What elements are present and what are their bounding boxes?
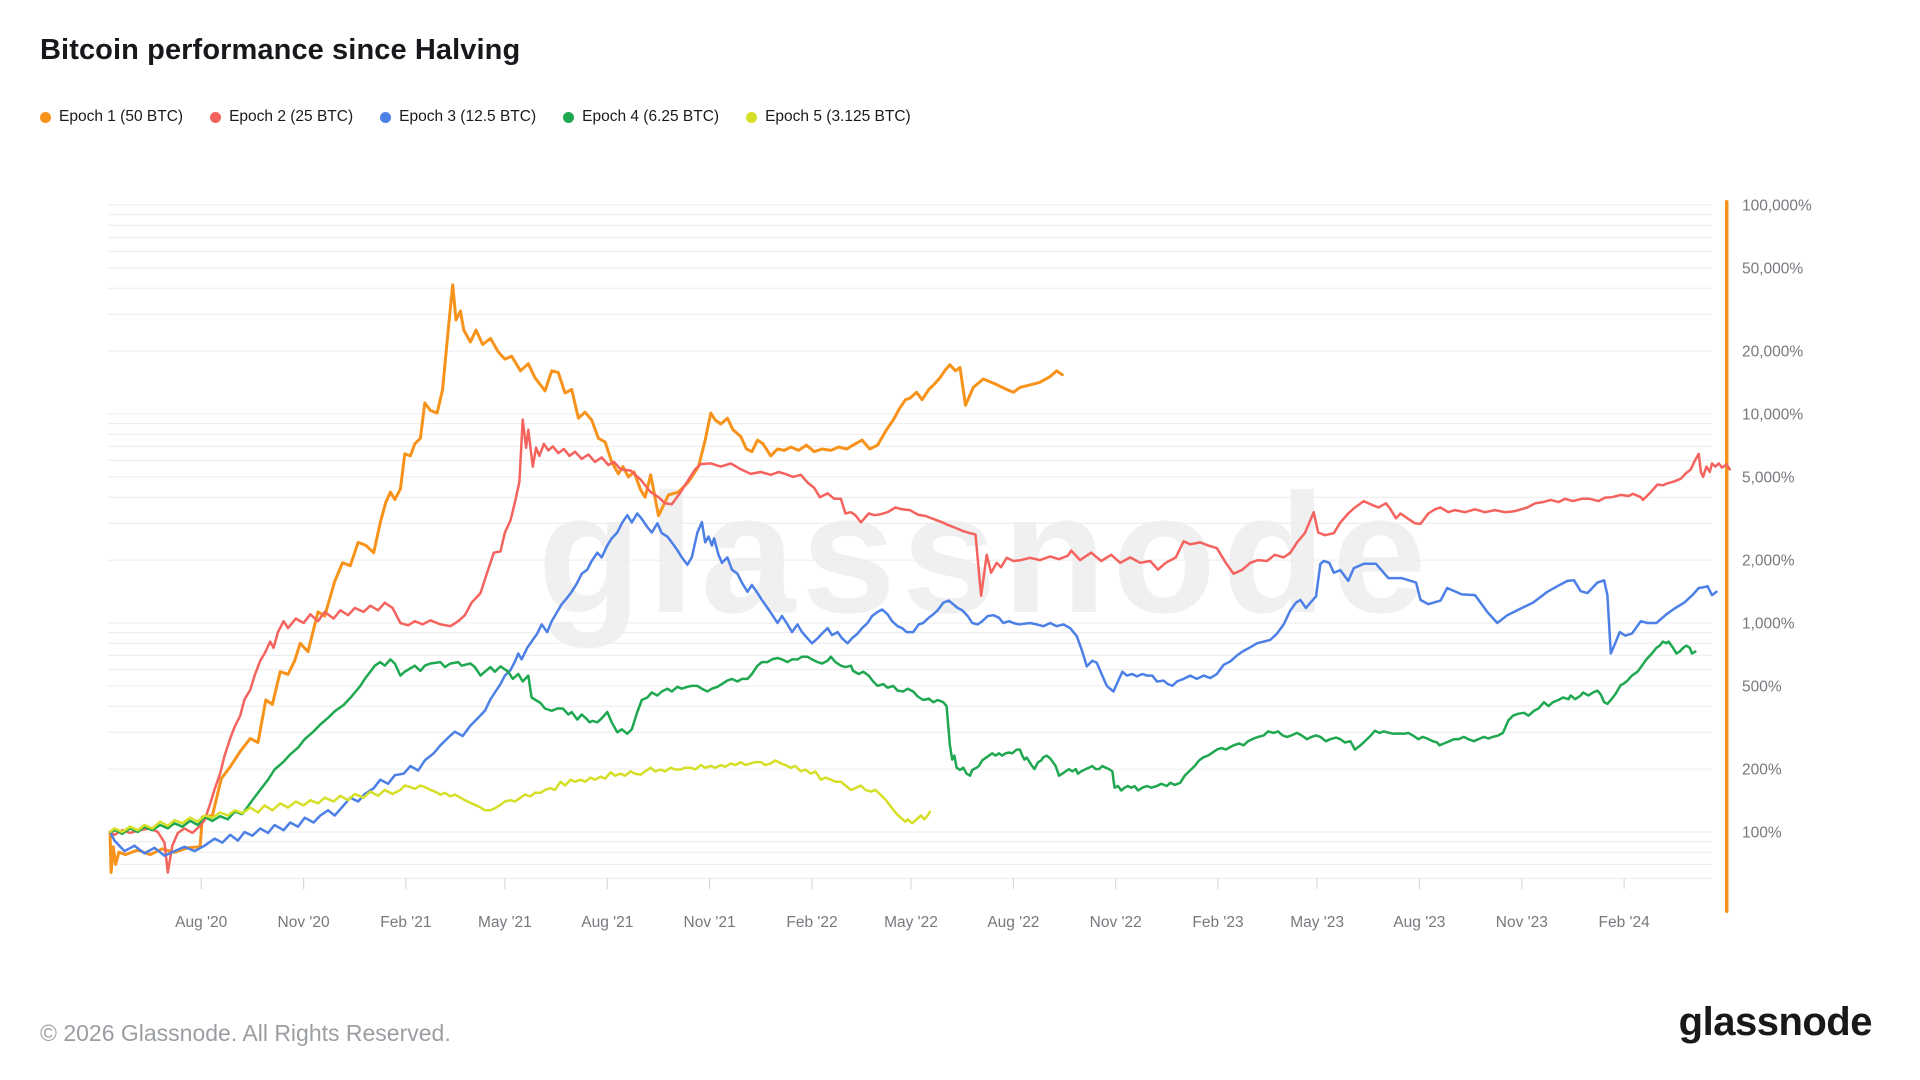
svg-text:20,000%: 20,000% xyxy=(1742,344,1803,361)
legend-dot-icon xyxy=(746,111,758,123)
svg-text:Nov '22: Nov '22 xyxy=(1090,914,1142,931)
svg-text:Nov '20: Nov '20 xyxy=(278,914,330,931)
svg-text:100%: 100% xyxy=(1742,825,1782,842)
legend: Epoch 1 (50 BTC) Epoch 2 (25 BTC) Epoch … xyxy=(40,108,911,126)
svg-text:100,000%: 100,000% xyxy=(1742,198,1812,215)
legend-label: Epoch 3 (12.5 BTC) xyxy=(399,108,537,125)
svg-text:Feb '23: Feb '23 xyxy=(1192,914,1243,931)
legend-dot-icon xyxy=(563,111,575,123)
watermark-text: glassnode xyxy=(538,459,1433,649)
legend-item-epoch-4[interactable]: Epoch 4 (6.25 BTC) xyxy=(563,108,719,126)
svg-text:Aug '21: Aug '21 xyxy=(581,914,633,931)
svg-text:1,000%: 1,000% xyxy=(1742,616,1795,633)
legend-label: Epoch 1 (50 BTC) xyxy=(59,108,184,125)
legend-item-epoch-3[interactable]: Epoch 3 (12.5 BTC) xyxy=(380,108,536,126)
x-axis-labels: Aug '20 Nov '20 Feb '21 May '21 Aug '21 Nov '… xyxy=(175,914,1650,931)
svg-text:Nov '23: Nov '23 xyxy=(1496,914,1548,931)
right-axis-bar xyxy=(1725,200,1729,913)
svg-text:Nov '21: Nov '21 xyxy=(684,914,736,931)
legend-item-epoch-2[interactable]: Epoch 2 (25 BTC) xyxy=(210,108,353,126)
legend-dot-icon xyxy=(380,111,392,123)
gridlines xyxy=(108,204,1712,879)
svg-text:50,000%: 50,000% xyxy=(1742,260,1803,277)
footer-copyright: © 2026 Glassnode. All Rights Reserved. xyxy=(40,1020,451,1046)
svg-text:Aug '22: Aug '22 xyxy=(987,914,1039,931)
series-line-epoch-1-50-btc- xyxy=(108,283,1064,874)
svg-text:10,000%: 10,000% xyxy=(1742,407,1803,424)
svg-text:Feb '21: Feb '21 xyxy=(380,914,431,931)
svg-text:May '22: May '22 xyxy=(884,914,938,931)
y-axis-labels: 100,000% 50,000% 20,000% 10,000% 5,000% 2,000… xyxy=(1742,198,1812,842)
legend-label: Epoch 2 (25 BTC) xyxy=(229,108,354,125)
legend-item-epoch-5[interactable]: Epoch 5 (3.125 BTC) xyxy=(746,108,911,126)
legend-dot-icon xyxy=(210,111,222,123)
chart-title: Bitcoin performance since Halving xyxy=(40,34,521,66)
svg-text:Aug '20: Aug '20 xyxy=(175,914,227,931)
series-line-epoch-5-3-125-btc- xyxy=(108,759,932,834)
svg-text:Aug '23: Aug '23 xyxy=(1393,914,1445,931)
series-line-epoch-3-12-5-btc- xyxy=(108,512,1718,857)
legend-label: Epoch 4 (6.25 BTC) xyxy=(582,108,720,125)
series-line-epoch-2-25-btc- xyxy=(108,418,1732,874)
legend-dot-icon xyxy=(40,111,51,123)
svg-text:200%: 200% xyxy=(1742,762,1782,779)
series-lines xyxy=(108,283,1732,874)
svg-text:May '23: May '23 xyxy=(1290,914,1344,931)
svg-text:Feb '22: Feb '22 xyxy=(786,914,837,931)
x-axis-ticks xyxy=(200,878,1625,889)
svg-text:500%: 500% xyxy=(1742,678,1782,695)
svg-text:May '21: May '21 xyxy=(478,914,532,931)
glassnode-logo: glassnode xyxy=(1678,1000,1873,1044)
svg-text:Feb '24: Feb '24 xyxy=(1598,914,1650,931)
svg-text:2,000%: 2,000% xyxy=(1742,553,1795,570)
svg-text:5,000%: 5,000% xyxy=(1742,469,1795,486)
series-line-epoch-4-6-25-btc- xyxy=(108,640,1697,836)
legend-label: Epoch 5 (3.125 BTC) xyxy=(765,108,911,125)
legend-item-epoch-1[interactable]: Epoch 1 (50 BTC) xyxy=(40,108,183,126)
